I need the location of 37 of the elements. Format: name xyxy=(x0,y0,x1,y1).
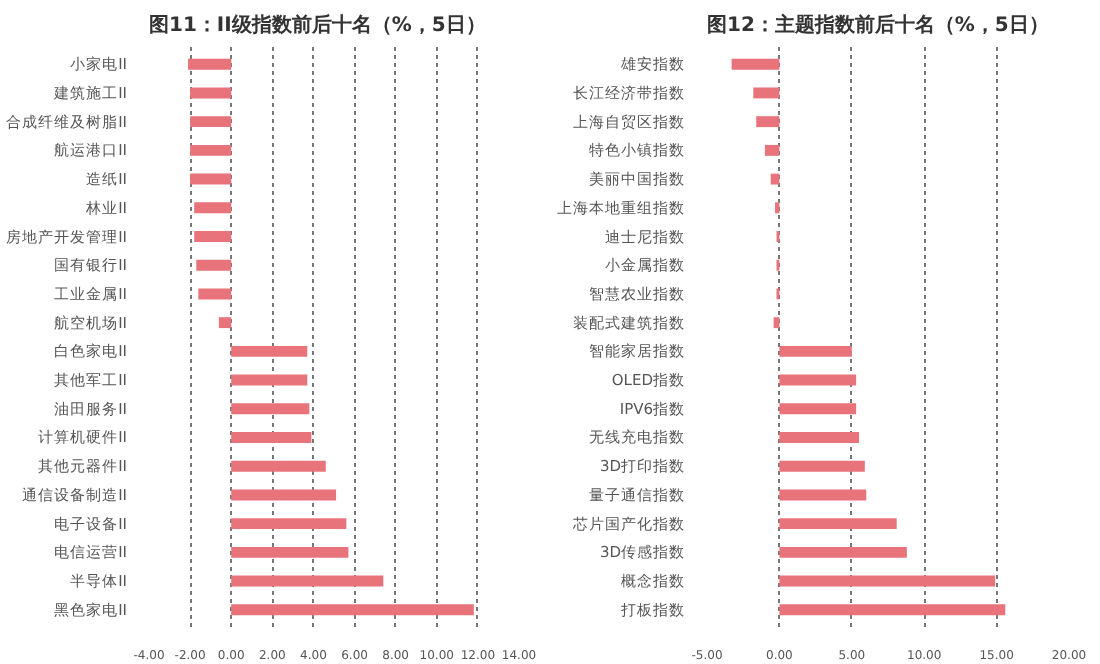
bar xyxy=(190,116,232,128)
bar xyxy=(779,546,907,558)
bar xyxy=(770,173,780,185)
bar xyxy=(194,231,232,242)
bar xyxy=(188,58,232,70)
bar xyxy=(779,345,852,357)
bar xyxy=(731,58,780,70)
bar xyxy=(231,432,312,443)
chart-title: 图12：主题指数前后十名（%，5日） xyxy=(707,13,1049,37)
bar xyxy=(231,345,308,357)
bar xyxy=(779,604,1006,616)
bar xyxy=(190,87,232,99)
bar xyxy=(753,87,780,99)
bar xyxy=(231,518,347,530)
bar xyxy=(779,518,897,530)
bar xyxy=(756,116,780,128)
bar xyxy=(231,374,308,386)
bar xyxy=(779,489,867,501)
bar xyxy=(231,460,326,472)
bar xyxy=(779,374,857,386)
bar xyxy=(231,489,337,501)
bar xyxy=(231,546,349,558)
bar xyxy=(231,604,474,616)
bar xyxy=(194,202,232,214)
chart-title: 图11：II级指数前后十名（%，5日） xyxy=(149,13,486,37)
bar xyxy=(190,144,232,156)
bar xyxy=(779,460,865,472)
bar xyxy=(779,575,996,587)
bar xyxy=(198,288,232,300)
bar xyxy=(218,317,232,329)
bar xyxy=(196,259,232,271)
bar xyxy=(764,144,780,156)
bar xyxy=(779,432,860,443)
bar xyxy=(231,575,384,587)
bar xyxy=(231,403,310,415)
bar xyxy=(190,173,232,185)
bar xyxy=(779,403,857,415)
